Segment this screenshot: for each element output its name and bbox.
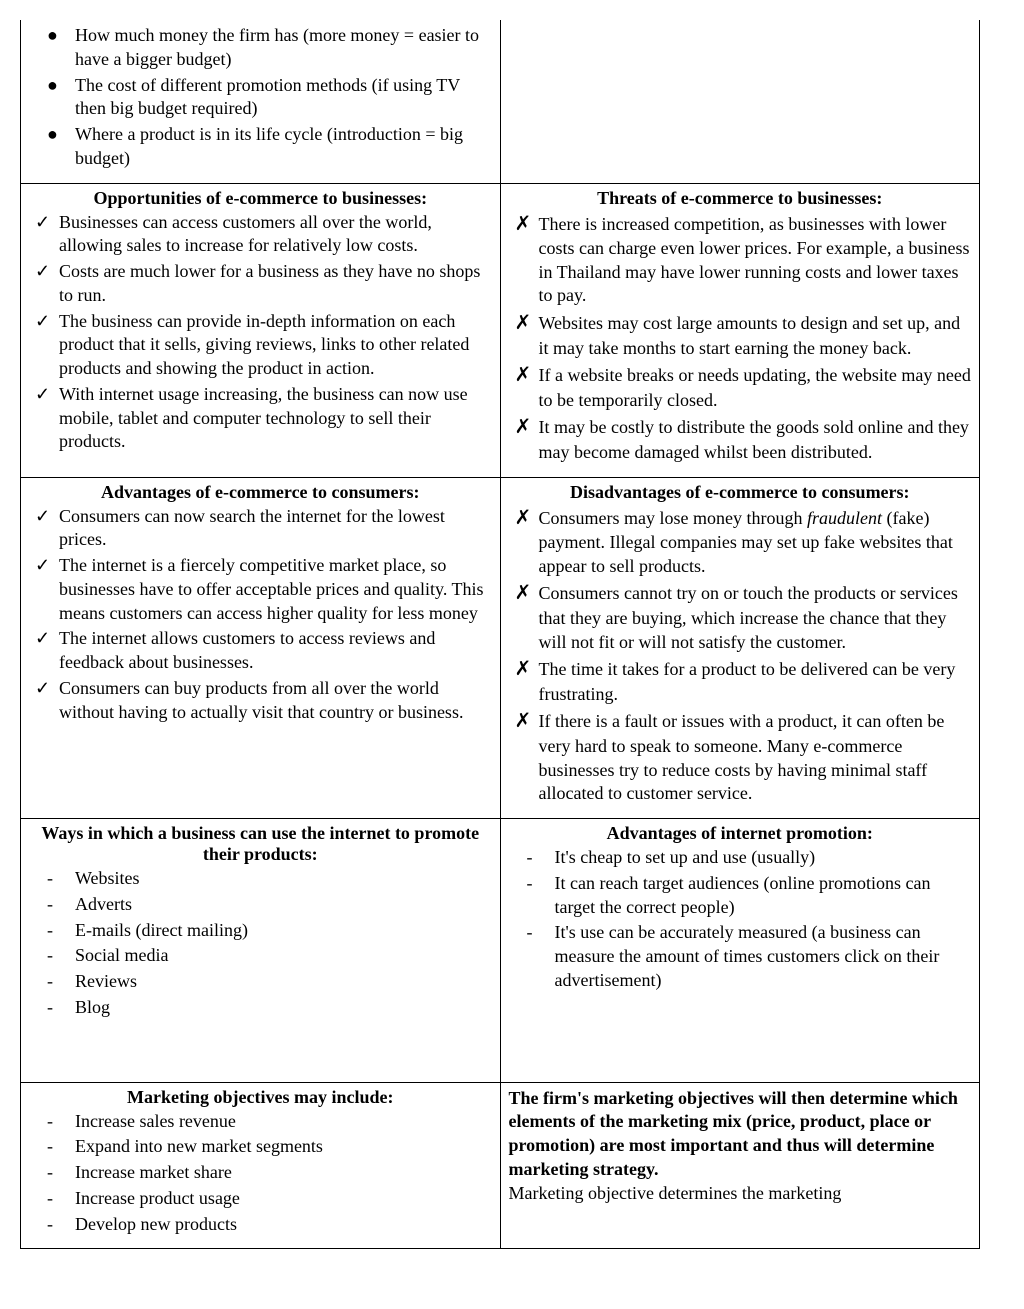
list-item: Blog	[75, 996, 492, 1020]
list-item: Increase sales revenue	[75, 1110, 492, 1134]
cell-empty	[500, 20, 980, 183]
list-item: Increase product usage	[75, 1187, 492, 1211]
list-item: Websites may cost large amounts to desig…	[539, 310, 972, 360]
cross-list: Consumers may lose money through fraudul…	[509, 505, 972, 807]
list-item: It can reach target audiences (online pr…	[555, 872, 972, 920]
cell-heading: Marketing objectives may include:	[29, 1087, 492, 1108]
list-item: The cost of different promotion methods …	[75, 74, 492, 122]
list-item: Businesses can access customers all over…	[59, 211, 492, 259]
cell-marketing-strategy: The firm's marketing objectives will the…	[500, 1082, 980, 1249]
dash-list: Increase sales revenue Expand into new m…	[29, 1110, 492, 1237]
cell-marketing-objectives: Marketing objectives may include: Increa…	[21, 1082, 501, 1249]
cell-heading: Advantages of internet promotion:	[509, 823, 972, 844]
cell-heading: Opportunities of e-commerce to businesse…	[29, 188, 492, 209]
cell-heading: Ways in which a business can use the int…	[29, 823, 492, 865]
cell-opportunities-business: Opportunities of e-commerce to businesse…	[21, 183, 501, 477]
cell-budget-factors: How much money the firm has (more money …	[21, 20, 501, 183]
list-item: If a website breaks or needs updating, t…	[539, 362, 972, 412]
bullet-list: How much money the firm has (more money …	[29, 24, 492, 171]
check-list: Businesses can access customers all over…	[29, 211, 492, 455]
cell-heading: Advantages of e-commerce to consumers:	[29, 482, 492, 503]
cell-heading: Disadvantages of e-commerce to consumers…	[509, 482, 972, 503]
list-item: How much money the firm has (more money …	[75, 24, 492, 72]
list-item: The internet is a fiercely competitive m…	[59, 554, 492, 625]
list-item: Social media	[75, 944, 492, 968]
table-row: Marketing objectives may include: Increa…	[21, 1082, 980, 1249]
italic-text: fraudulent	[807, 508, 882, 528]
cell-internet-promotion-advantages: Advantages of internet promotion: It's c…	[500, 819, 980, 1083]
cell-internet-promotion-ways: Ways in which a business can use the int…	[21, 819, 501, 1083]
list-item: With internet usage increasing, the busi…	[59, 383, 492, 454]
list-item: Develop new products	[75, 1213, 492, 1237]
list-item: Increase market share	[75, 1161, 492, 1185]
list-item: The time it takes for a product to be de…	[539, 656, 972, 706]
bold-paragraph: The firm's marketing objectives will the…	[509, 1088, 958, 1179]
list-item: If there is a fault or issues with a pro…	[539, 708, 972, 806]
list-item: It's use can be accurately measured (a b…	[555, 921, 972, 992]
cell-disadvantages-consumers: Disadvantages of e-commerce to consumers…	[500, 477, 980, 819]
list-item: Consumers can now search the internet fo…	[59, 505, 492, 553]
list-item: Consumers can buy products from all over…	[59, 677, 492, 725]
dash-list: It's cheap to set up and use (usually) I…	[509, 846, 972, 993]
list-item: There is increased competition, as busin…	[539, 211, 972, 309]
cell-threats-business: Threats of e-commerce to businesses: The…	[500, 183, 980, 477]
check-list: Consumers can now search the internet fo…	[29, 505, 492, 725]
text: Consumers may lose money through	[539, 508, 807, 528]
list-item: It's cheap to set up and use (usually)	[555, 846, 972, 870]
cross-list: There is increased competition, as busin…	[509, 211, 972, 465]
tail-paragraph: Marketing objective determines the marke…	[509, 1182, 972, 1206]
list-item: Expand into new market segments	[75, 1135, 492, 1159]
dash-list: Websites Adverts E-mails (direct mailing…	[29, 867, 492, 1020]
document-table: How much money the firm has (more money …	[20, 20, 980, 1249]
list-item: Websites	[75, 867, 492, 891]
list-item: Consumers may lose money through fraudul…	[539, 505, 972, 579]
cell-heading: Threats of e-commerce to businesses:	[509, 188, 972, 209]
cell-advantages-consumers: Advantages of e-commerce to consumers: C…	[21, 477, 501, 819]
table-row: Ways in which a business can use the int…	[21, 819, 980, 1083]
list-item: Adverts	[75, 893, 492, 917]
list-item: Costs are much lower for a business as t…	[59, 260, 492, 308]
list-item: It may be costly to distribute the goods…	[539, 414, 972, 464]
list-item: E-mails (direct mailing)	[75, 919, 492, 943]
table-row: How much money the firm has (more money …	[21, 20, 980, 183]
list-item: The business can provide in-depth inform…	[59, 310, 492, 381]
list-item: Where a product is in its life cycle (in…	[75, 123, 492, 171]
list-item: The internet allows customers to access …	[59, 627, 492, 675]
table-row: Advantages of e-commerce to consumers: C…	[21, 477, 980, 819]
list-item: Consumers cannot try on or touch the pro…	[539, 580, 972, 654]
table-row: Opportunities of e-commerce to businesse…	[21, 183, 980, 477]
list-item: Reviews	[75, 970, 492, 994]
